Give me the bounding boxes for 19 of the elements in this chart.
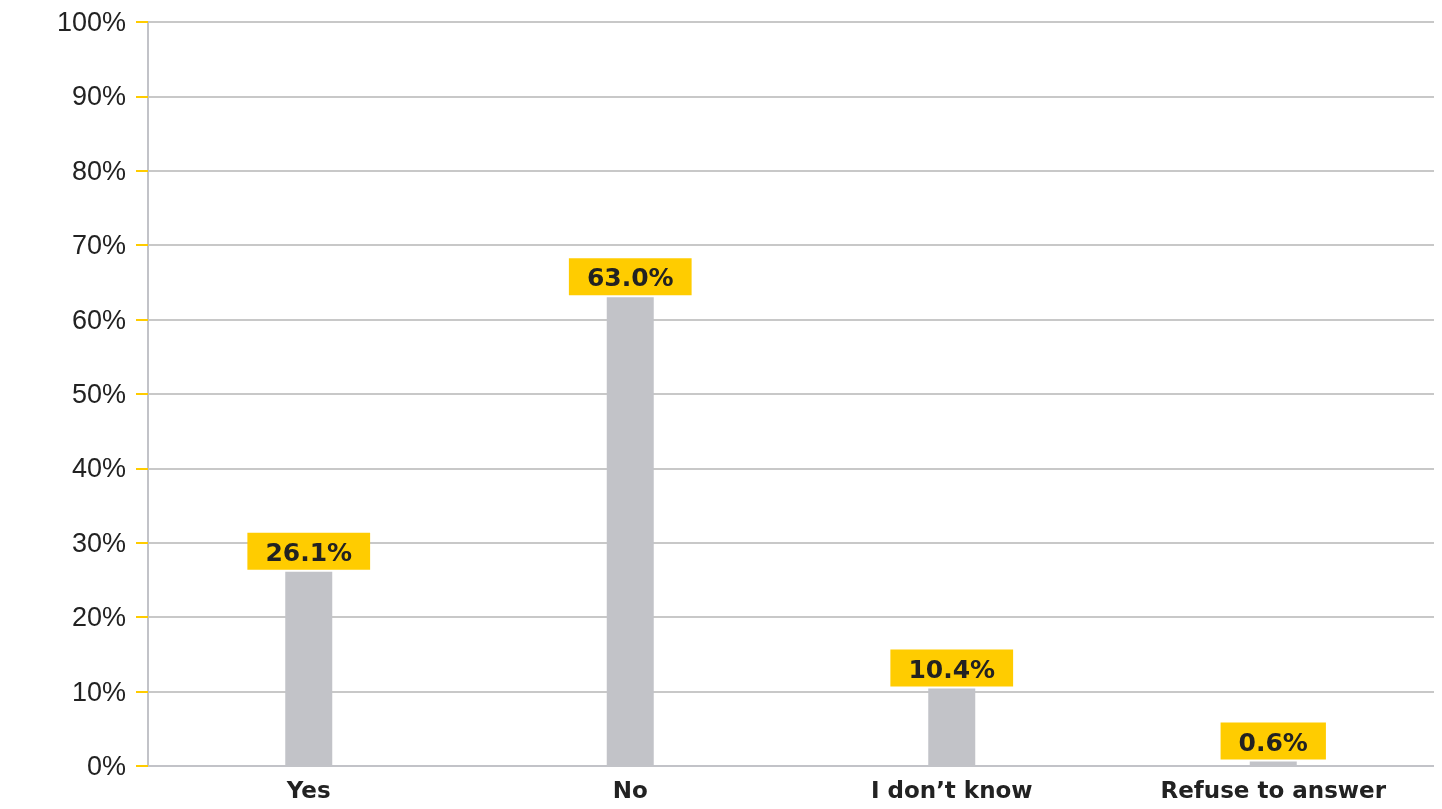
y-tick-label: 0% xyxy=(86,751,126,781)
data-label: 63.0% xyxy=(586,263,674,293)
x-tick-label: Yes xyxy=(285,776,331,803)
y-tick-label: 80% xyxy=(71,155,126,186)
y-tick-label: 60% xyxy=(71,304,126,335)
y-tick-label: 90% xyxy=(71,81,126,112)
x-tick-label: Refuse to answer xyxy=(1160,776,1387,803)
y-tick-label: 100% xyxy=(56,7,126,37)
y-tick-label: 20% xyxy=(71,602,126,633)
y-tick-label: 50% xyxy=(71,379,126,409)
x-tick-label: I don’t know xyxy=(870,776,1033,803)
data-label: 10.4% xyxy=(908,654,996,684)
y-tick-label: 10% xyxy=(71,676,126,707)
y-tick-label: 70% xyxy=(71,230,126,261)
y-tick-label: 40% xyxy=(71,453,126,484)
data-label: 26.1% xyxy=(265,537,353,567)
y-tick-label: 30% xyxy=(71,527,126,558)
x-tick-label: No xyxy=(612,776,648,803)
data-label: 0.6% xyxy=(1238,727,1308,757)
